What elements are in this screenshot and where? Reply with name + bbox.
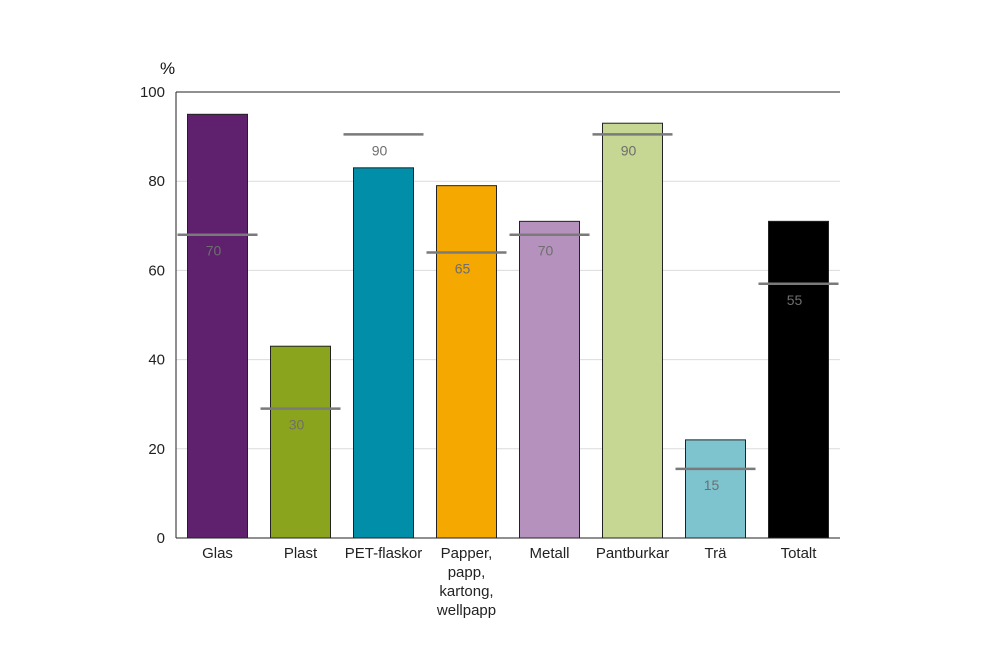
- bar: [602, 122, 663, 539]
- target-label: 70: [206, 243, 222, 259]
- bars: [187, 113, 829, 539]
- target-label: 65: [455, 261, 471, 277]
- bar: [519, 220, 580, 539]
- target-label: 30: [289, 417, 305, 433]
- bar: [768, 220, 829, 539]
- target-label: 70: [538, 243, 554, 259]
- target-label: 90: [372, 142, 388, 158]
- axes: [175, 91, 840, 539]
- y-axis-unit: %: [160, 59, 175, 78]
- target-label: 90: [621, 142, 637, 158]
- axis-labels: 0 20 40 60 80 100 Glas Plast PET-flaskor Papper, p…: [140, 84, 817, 619]
- y-tick-label: 20: [148, 441, 165, 458]
- x-category-label: Pantburkar: [596, 545, 669, 562]
- bar: [353, 167, 414, 539]
- x-category-label: Metall: [529, 545, 569, 562]
- bar: [685, 439, 746, 539]
- x-category-label: Papper, papp, kartong, wellpapp: [436, 545, 496, 619]
- x-category-label: Trä: [705, 545, 728, 562]
- y-tick-label: 60: [148, 262, 165, 279]
- y-tick-label: 40: [148, 352, 165, 369]
- target-markers: 70 30 90 65 70 90 15 55: [177, 133, 839, 493]
- x-category-label: Totalt: [781, 545, 818, 562]
- x-category-label: Glas: [202, 545, 233, 562]
- target-label: 15: [704, 477, 720, 493]
- y-tick-label: 100: [140, 84, 165, 101]
- x-category-label: PET-flaskor: [345, 545, 423, 562]
- bar: [270, 345, 331, 539]
- target-label: 55: [787, 292, 803, 308]
- x-category-label: Plast: [284, 545, 318, 562]
- bar: [187, 113, 248, 539]
- y-tick-label: 0: [157, 530, 165, 547]
- bar: [436, 185, 497, 539]
- y-tick-label: 80: [148, 173, 165, 190]
